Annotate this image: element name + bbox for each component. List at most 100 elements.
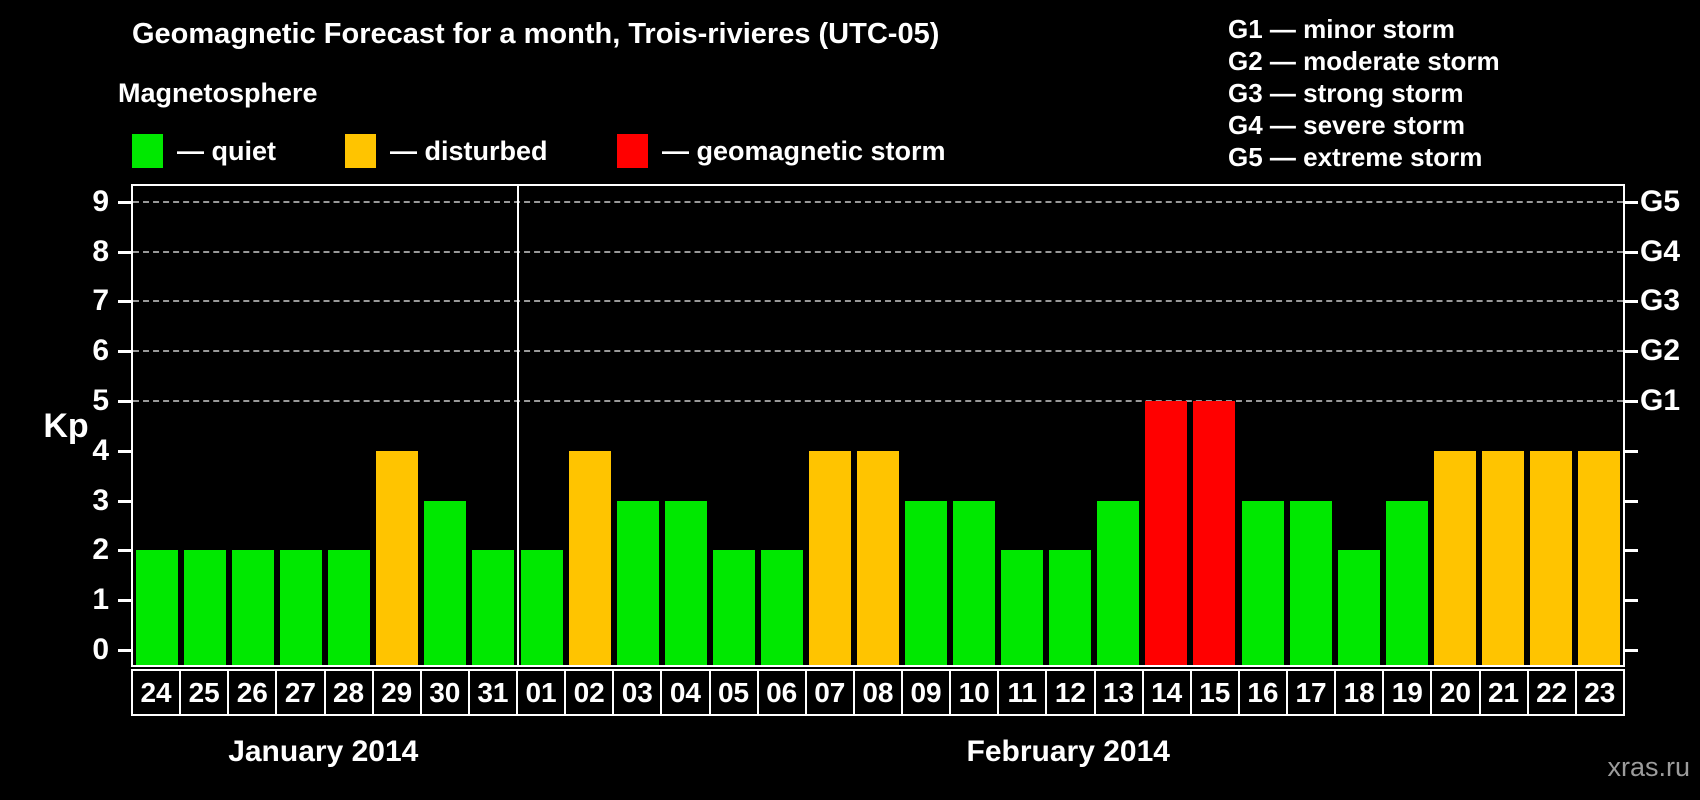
day-label-cell: 16 xyxy=(1237,669,1288,716)
y-axis-tick xyxy=(118,599,131,603)
watermark: xras.ru xyxy=(1607,752,1690,782)
y-axis-tick xyxy=(118,250,131,254)
kp-bar xyxy=(472,550,515,665)
day-label-cell: 29 xyxy=(371,669,422,716)
day-label-cell: 27 xyxy=(275,669,326,716)
kp-bar xyxy=(857,450,899,665)
kp-bar xyxy=(280,550,323,665)
kp-bar xyxy=(1145,401,1188,665)
kp-bar xyxy=(1385,500,1428,665)
day-label-cell: 26 xyxy=(227,669,278,716)
y-axis-tick-label: 2 xyxy=(92,533,109,567)
g-legend-line: G1 — minor storm xyxy=(1228,14,1455,44)
g-legend-line: G4 — severe storm xyxy=(1228,110,1466,140)
day-label-cell: 19 xyxy=(1382,669,1433,716)
y-axis-tick-label: 3 xyxy=(92,483,109,517)
gridline-kp-8 xyxy=(133,250,1623,253)
g-scale-legend: G1 — minor storm G2 — moderate storm G3 — … xyxy=(1228,13,1500,173)
kp-bar xyxy=(1001,550,1044,665)
day-label-cell: 14 xyxy=(1141,669,1192,716)
y-axis-tick-label: 9 xyxy=(92,184,109,218)
day-label-cell: 09 xyxy=(901,669,952,716)
day-label-cell: 10 xyxy=(949,669,1000,716)
y-axis-tick xyxy=(118,549,131,553)
y-axis-tick-label: 5 xyxy=(92,384,109,417)
y-axis-tick xyxy=(118,649,131,652)
g-legend-line: G3 — strong storm xyxy=(1228,78,1464,108)
kp-bar xyxy=(1433,450,1476,665)
right-axis-label: G1 xyxy=(1640,384,1681,417)
kp-bar xyxy=(568,450,611,665)
day-label-cell: 12 xyxy=(1045,669,1096,716)
day-label-cell: 18 xyxy=(1334,669,1385,716)
g-legend-line: G5 — extreme storm xyxy=(1228,142,1483,172)
disturbed-color-swatch xyxy=(345,134,376,168)
right-axis-tick xyxy=(1625,599,1638,603)
day-label-cell: 06 xyxy=(756,669,807,716)
page-title: Geomagnetic Forecast for a month, Trois-… xyxy=(132,18,940,50)
day-label-cell: 04 xyxy=(660,669,711,716)
y-axis-tick xyxy=(118,300,131,304)
right-axis-tick xyxy=(1625,499,1638,503)
gridline-kp-7 xyxy=(133,300,1623,303)
y-axis-tick xyxy=(118,400,131,403)
day-label-cell: 11 xyxy=(997,669,1048,716)
y-axis-tick xyxy=(118,499,131,503)
kp-bar xyxy=(1193,401,1236,665)
kp-bar xyxy=(616,500,659,665)
y-axis-title: Kp xyxy=(43,407,89,445)
right-axis-label: G3 xyxy=(1640,284,1681,318)
gridline-kp-9 xyxy=(133,200,1623,203)
day-label-cell: 22 xyxy=(1526,669,1577,716)
kp-bar xyxy=(1289,500,1332,665)
kp-bar xyxy=(905,500,948,665)
kp-bar xyxy=(808,450,851,665)
kp-bar xyxy=(1337,550,1380,665)
day-label-cell: 30 xyxy=(419,669,470,716)
day-label-cell: 31 xyxy=(467,669,518,716)
y-axis-tick-label: 4 xyxy=(92,433,109,467)
y-axis-tick-label: 7 xyxy=(92,284,109,318)
gridline-kp-6 xyxy=(133,350,1623,353)
kp-bar xyxy=(1049,550,1092,665)
day-label-cell: 28 xyxy=(323,669,374,716)
right-axis-label: G4 xyxy=(1640,234,1681,268)
storm-color-swatch xyxy=(617,134,648,168)
gridline-kp-5 xyxy=(133,400,1623,402)
y-axis-tick-label: 8 xyxy=(92,234,109,268)
day-label-cell: 17 xyxy=(1286,669,1337,716)
right-axis-tick xyxy=(1625,250,1638,254)
day-label-cell: 13 xyxy=(1093,669,1144,716)
kp-bar xyxy=(760,550,803,665)
kp-bar xyxy=(424,500,467,665)
y-axis-tick-label: 0 xyxy=(92,633,109,666)
right-axis-label: G5 xyxy=(1640,184,1681,218)
day-label-cell: 21 xyxy=(1478,669,1529,716)
day-label-cell: 01 xyxy=(516,669,567,716)
legend-item-storm: — geomagnetic storm xyxy=(617,133,946,169)
month-separator xyxy=(516,186,519,665)
kp-bar xyxy=(136,550,179,665)
quiet-color-swatch xyxy=(132,134,163,168)
right-axis-tick xyxy=(1625,549,1638,553)
day-label-cell: 25 xyxy=(179,669,230,716)
month-label: January 2014 xyxy=(228,735,419,768)
kp-bar xyxy=(953,500,996,665)
legend-label-disturbed: — disturbed xyxy=(390,135,548,166)
kp-bar xyxy=(232,550,275,665)
day-label-cell: 08 xyxy=(852,669,903,716)
kp-bar xyxy=(1529,450,1572,665)
kp-bar xyxy=(520,550,563,665)
g-legend-line: G2 — moderate storm xyxy=(1228,46,1500,76)
y-axis-tick xyxy=(118,350,131,354)
x-axis-day-labels: 24 25 26 27 28 29 30 31 01 02 03 04 05 06 07 08 09 10 11 12… xyxy=(131,669,1625,716)
day-label-cell: 23 xyxy=(1574,669,1625,716)
kp-bar xyxy=(712,550,755,665)
kp-bar xyxy=(1481,450,1524,665)
right-axis-tick xyxy=(1625,400,1638,403)
right-axis-tick xyxy=(1625,449,1638,453)
y-axis-tick xyxy=(118,449,131,453)
day-label-cell: 07 xyxy=(804,669,855,716)
kp-bar xyxy=(376,450,419,665)
